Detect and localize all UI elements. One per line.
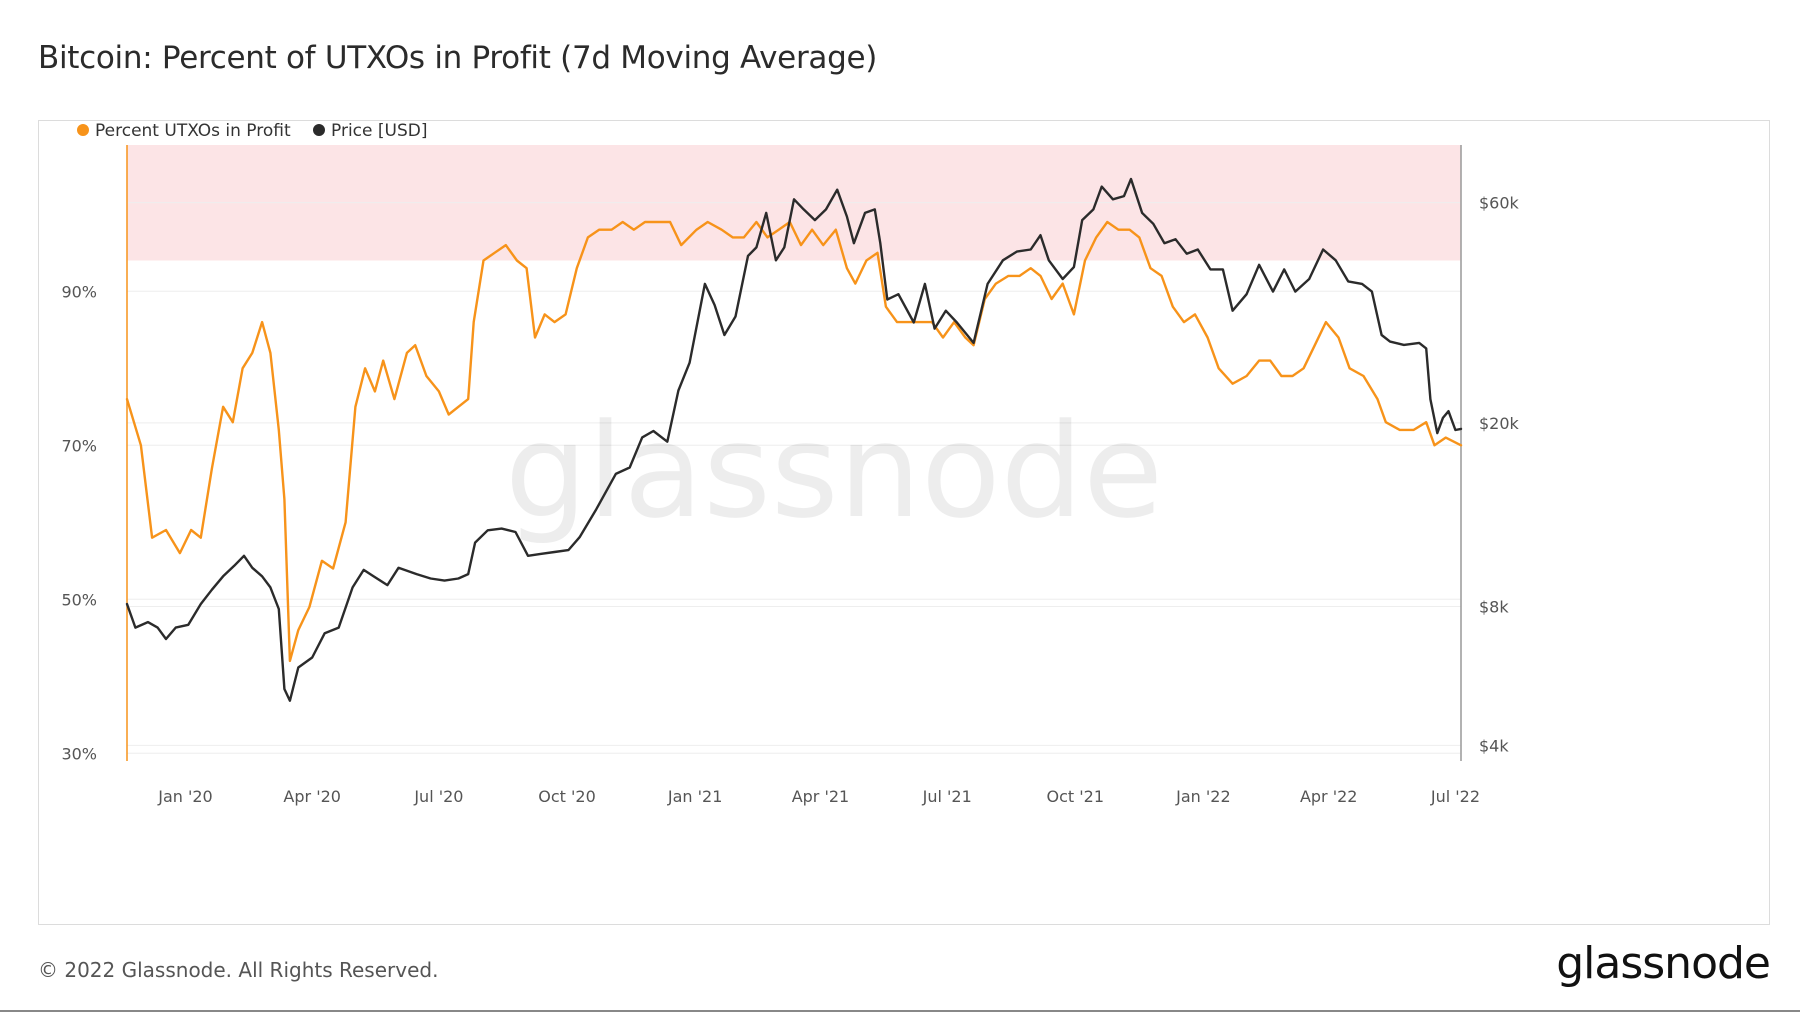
y-left-tick-label: 50% [61, 590, 97, 609]
y-left-tick-label: 30% [61, 744, 97, 763]
legend-marker [313, 124, 325, 136]
series-line-utxo-profit [125, 220, 1463, 663]
x-tick-label: Jan '21 [667, 787, 723, 806]
x-tick-label: Jul '22 [1430, 787, 1480, 806]
chart-svg: glassnode 30% 50% 70% 90% $4k $8k $20k $60k Jan … [61, 121, 1520, 806]
y-left-tick-label: 70% [61, 436, 97, 455]
x-tick-label: Oct '21 [1047, 787, 1105, 806]
y-left-tick-label: 90% [61, 282, 97, 301]
bottom-divider [0, 1010, 1800, 1012]
x-tick-label: Apr '20 [283, 787, 341, 806]
chart-title: Bitcoin: Percent of UTXOs in Profit (7d … [38, 40, 878, 76]
x-tick-label: Jan '20 [157, 787, 213, 806]
x-tick-label: Apr '22 [1300, 787, 1358, 806]
legend-label: Percent UTXOs in Profit [95, 121, 291, 141]
watermark-text: glassnode [505, 395, 1163, 547]
copyright-footer: © 2022 Glassnode. All Rights Reserved. [38, 958, 439, 982]
x-tick-label: Jul '20 [413, 787, 463, 806]
y-right-tick-label: $4k [1479, 736, 1509, 755]
brand-logo[interactable]: glassnode [1556, 938, 1771, 989]
y-right-tick-label: $20k [1479, 414, 1520, 433]
legend-marker [77, 124, 89, 136]
series-line-price [125, 177, 1463, 702]
x-tick-label: Apr '21 [792, 787, 850, 806]
legend[interactable]: Percent UTXOs in Profit Price [USD] [77, 121, 427, 141]
x-tick-label: Oct '20 [538, 787, 596, 806]
x-tick-label: Jan '22 [1175, 787, 1231, 806]
chart-panel: glassnode 30% 50% 70% 90% $4k $8k $20k $60k Jan … [38, 120, 1770, 925]
watermark: glassnode [505, 395, 1163, 547]
axes: 30% 50% 70% 90% $4k $8k $20k $60k Jan '20 Apr '20… [61, 145, 1520, 806]
series-lines [125, 177, 1463, 702]
y-right-tick-label: $8k [1479, 597, 1509, 616]
y-right-tick-label: $60k [1479, 194, 1520, 213]
legend-label: Price [USD] [331, 121, 427, 141]
x-tick-label: Jul '21 [922, 787, 972, 806]
